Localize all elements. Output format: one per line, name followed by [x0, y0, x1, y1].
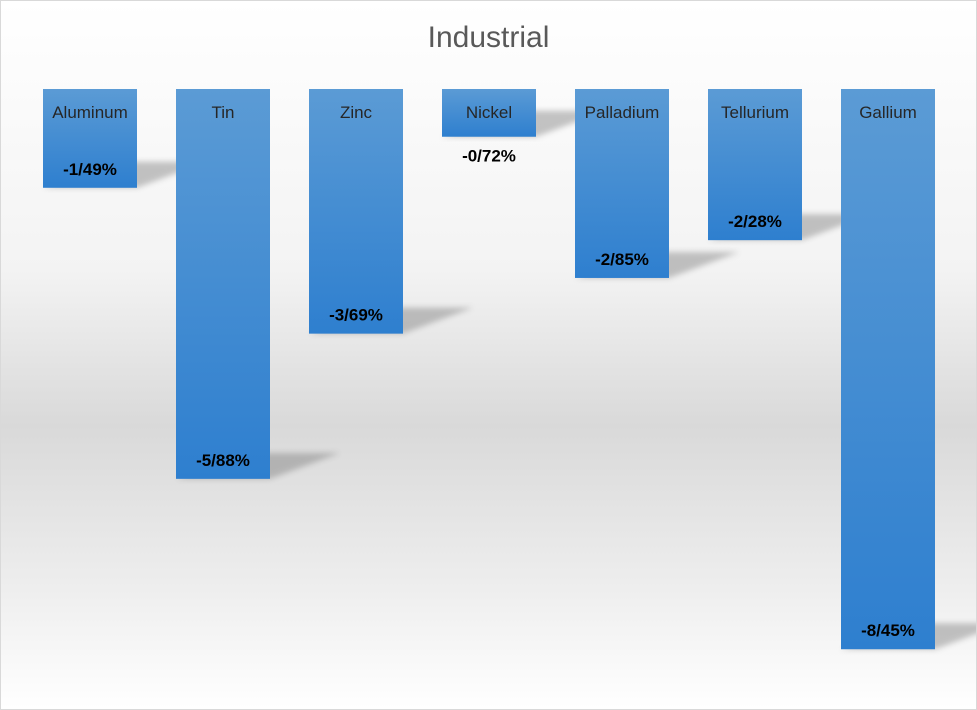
bar-gallium [841, 89, 935, 650]
data-label-tellurium: -2/28% [728, 212, 782, 231]
bar-zinc [309, 89, 403, 334]
bar-aluminum [43, 89, 137, 188]
data-label-nickel: -0/72% [462, 147, 516, 166]
bar-nickel [442, 89, 536, 137]
data-labels: -1/49% -5/88% -3/69% -0/72% -2/85% -2/28% -8/4… [63, 147, 915, 640]
category-label-tellurium: Tellurium [721, 103, 789, 122]
category-labels: Aluminum Tin Zinc Nickel Palladium Tellurium G… [52, 103, 917, 122]
category-label-gallium: Gallium [859, 103, 917, 122]
data-label-tin: -5/88% [196, 451, 250, 470]
category-label-zinc: Zinc [340, 103, 373, 122]
category-label-palladium: Palladium [585, 103, 660, 122]
data-label-gallium: -8/45% [861, 621, 915, 640]
category-label-aluminum: Aluminum [52, 103, 128, 122]
category-label-tin: Tin [212, 103, 235, 122]
chart-title: Industrial [427, 21, 550, 54]
data-label-aluminum: -1/49% [63, 160, 117, 179]
category-label-nickel: Nickel [466, 103, 512, 122]
data-label-palladium: -2/85% [595, 250, 649, 269]
bar-tin [176, 89, 270, 479]
data-label-zinc: -3/69% [329, 306, 383, 325]
bars [43, 89, 935, 650]
bar-palladium [575, 89, 669, 278]
bar-tellurium [708, 89, 802, 241]
